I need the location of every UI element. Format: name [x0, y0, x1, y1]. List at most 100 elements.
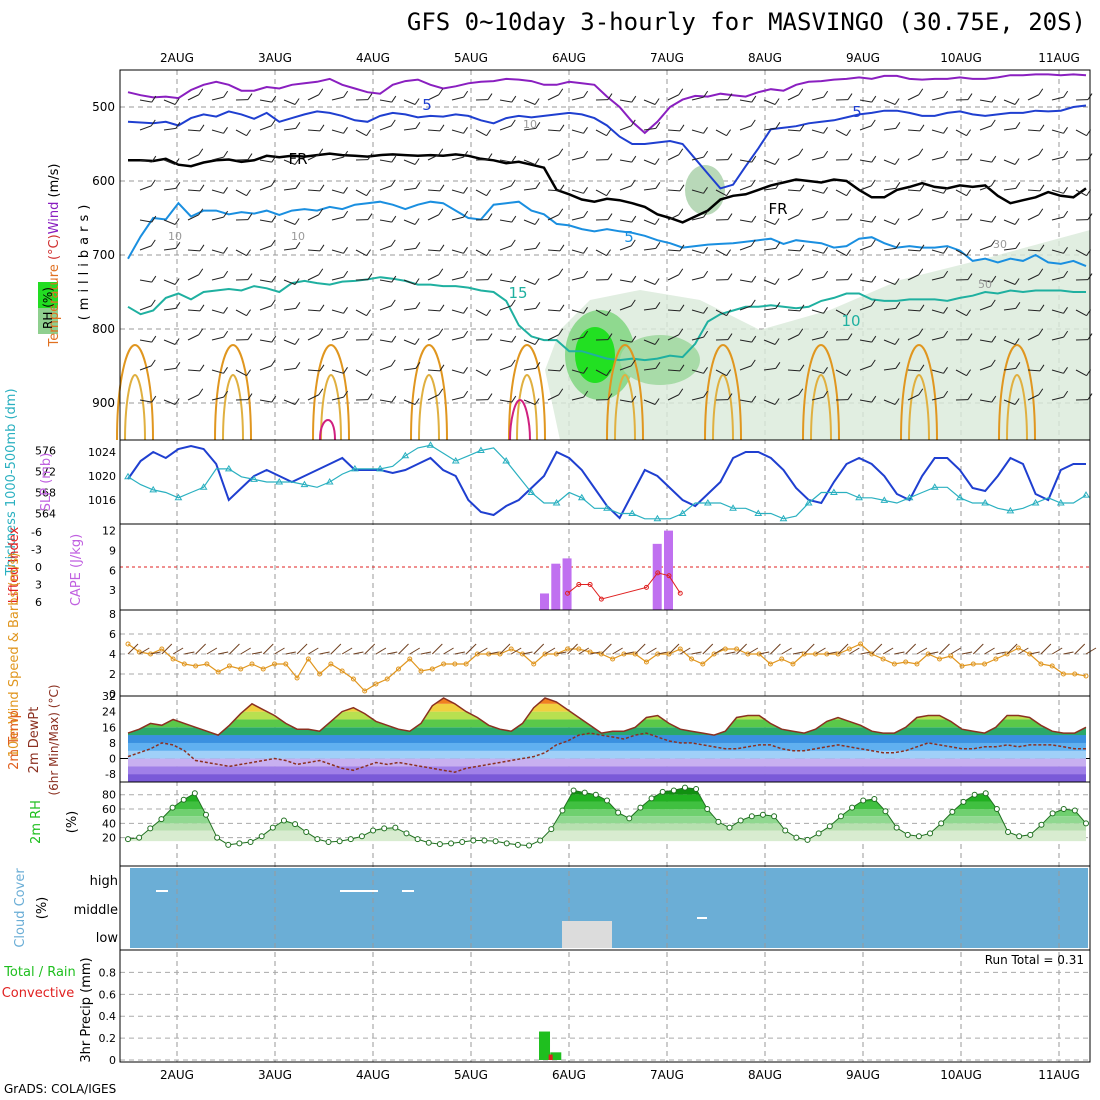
- wind-barb-flag: [751, 395, 757, 403]
- wind-barb-flag: [1063, 210, 1069, 218]
- wind-barb-10m: [612, 647, 623, 655]
- wind-barb-10m: [995, 651, 1006, 655]
- wind-barb: [979, 339, 992, 343]
- wind-barb-flag: [918, 88, 924, 96]
- rh-point: [693, 786, 700, 793]
- wind-barb-flag: [943, 247, 948, 254]
- wind-barb: [931, 189, 944, 194]
- rh-point: [960, 798, 967, 805]
- wind-barb-10m: [984, 647, 995, 655]
- wind-barb-flag: [270, 359, 276, 367]
- rh-point: [125, 836, 131, 843]
- wind-barb: [163, 247, 176, 251]
- wind-barb-flag: [774, 98, 780, 105]
- wind-barb-flag: [151, 395, 157, 403]
- wind-barb: [1003, 339, 1016, 345]
- wind-barb: [619, 305, 632, 311]
- top-day-label: 2AUG: [160, 51, 194, 65]
- wind-barb-10m: [826, 651, 837, 655]
- wind-barb: [883, 399, 896, 405]
- wind-barb-flag: [798, 88, 804, 96]
- wind-barb-flag: [679, 124, 685, 132]
- wind-barb-flag: [463, 187, 468, 194]
- wind-barb-flag: [438, 328, 444, 336]
- wind-speed-point: [982, 661, 988, 667]
- wind-barb: [211, 309, 224, 314]
- wind-barb-flag: [823, 127, 828, 134]
- thickness-marker: [300, 480, 309, 488]
- wind-barb-flag: [1038, 148, 1044, 156]
- wind-barb: [163, 339, 176, 345]
- temperature-contour-FR: [128, 152, 1087, 224]
- panel-frame-wind: [119, 609, 1091, 697]
- wind-barb: [811, 189, 824, 194]
- wind-barb: [955, 129, 967, 137]
- wind-barb-flag: [703, 330, 709, 338]
- wind-barb: [835, 309, 847, 317]
- wind-barb-flag: [1015, 242, 1021, 249]
- wind-barb-flag: [295, 302, 301, 309]
- wind-barb-flag: [151, 95, 157, 103]
- rh-point: [982, 790, 989, 797]
- wind-barb: [907, 129, 921, 132]
- wind-barb-flag: [1039, 124, 1045, 132]
- temp-bands: [128, 698, 1086, 782]
- wind-barb-flag: [270, 179, 276, 187]
- wind-barb-10m: [195, 643, 206, 655]
- wind-barb: [163, 219, 176, 225]
- wind-barb-flag: [847, 153, 853, 160]
- wind-barb-flag: [510, 239, 516, 247]
- wind-barb-flag: [678, 328, 684, 336]
- wind-barb: [811, 96, 824, 101]
- wind-speed-line: [127, 643, 1087, 692]
- wind-barb: [379, 159, 392, 163]
- wind-barb-flag: [703, 127, 708, 134]
- wind-barb-flag: [895, 302, 901, 309]
- wind-barb-flag: [919, 184, 925, 192]
- wind-barb-flag: [1039, 184, 1045, 192]
- wind-barb-10m: [815, 647, 826, 655]
- wind-barb: [859, 99, 872, 103]
- wind-barb-flag: [271, 395, 277, 403]
- wind-barb-flag: [487, 393, 493, 400]
- footer-credit: GrADS: COLA/IGES: [4, 1082, 117, 1096]
- wind-barb-flag: [847, 333, 853, 340]
- wind-barb-flag: [918, 208, 924, 216]
- wind-speed-point: [463, 661, 469, 667]
- wind-barb-10m: [127, 643, 139, 655]
- wind-barb: [427, 249, 441, 252]
- contour-label: 30: [993, 238, 1007, 251]
- wind-barb: [715, 189, 727, 197]
- wind-barb-flag: [847, 213, 853, 220]
- cloud-level-label: high: [90, 874, 118, 889]
- wind-barb: [715, 249, 727, 257]
- cloud-ylabel-1: Cloud Cover: [13, 868, 28, 948]
- wind-barb-10m: [961, 651, 973, 655]
- wind-barb: [355, 129, 367, 137]
- contour-label: 50: [978, 278, 992, 291]
- wind-barb: [163, 367, 176, 371]
- wind-barb: [1003, 399, 1016, 405]
- wind-barb: [787, 129, 801, 132]
- wind-barb: [307, 189, 321, 192]
- wind-barb: [571, 309, 584, 314]
- wind-barb-flag: [223, 247, 228, 254]
- wind-barb-flag: [511, 275, 517, 283]
- wind-barb: [859, 219, 872, 223]
- wind-barb-flag: [991, 395, 997, 403]
- wind-barb: [883, 219, 896, 225]
- wind-barb-flag: [174, 218, 180, 225]
- wind-barb-flag: [247, 273, 253, 280]
- wind-speed-point: [283, 661, 289, 667]
- wind-barb: [379, 185, 392, 191]
- wind-barb-10m: [443, 647, 454, 655]
- rh-point: [927, 830, 934, 837]
- wind-barb-10m: [781, 647, 792, 655]
- wind-barb-flag: [487, 153, 493, 160]
- temperature-contour-25: [802, 343, 840, 441]
- wind-barb-flag: [631, 395, 637, 403]
- wind-barb: [451, 189, 464, 194]
- wind-barb-flag: [559, 364, 565, 372]
- wind-barb-flag: [703, 270, 709, 278]
- wind-barb-flag: [775, 182, 781, 189]
